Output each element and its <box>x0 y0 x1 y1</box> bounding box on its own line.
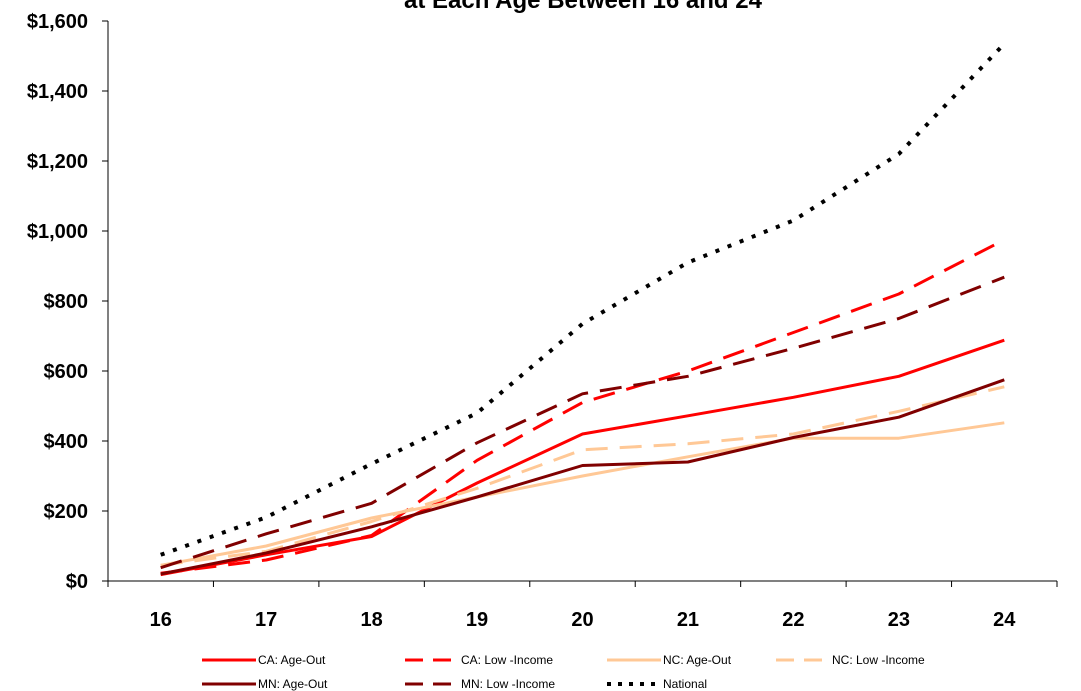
y-tick-label: $600 <box>44 361 89 383</box>
legend-item: CA: Low -Income <box>405 653 553 667</box>
series-line-national <box>160 42 1006 557</box>
y-tick-label: $1,400 <box>27 81 88 103</box>
legend-label: National <box>663 677 707 691</box>
legend-label: NC: Low -Income <box>832 653 925 667</box>
y-tick-label: $1,000 <box>27 221 88 243</box>
x-tick-label: 17 <box>255 609 277 631</box>
x-tick-label: 18 <box>360 609 382 631</box>
y-tick-label: $1,200 <box>27 151 88 173</box>
legend-item: CA: Age-Out <box>202 653 326 667</box>
series-line-nc-low-income <box>160 385 1005 567</box>
legend-label: MN: Age-Out <box>258 677 328 691</box>
x-tick-label: 24 <box>993 609 1016 631</box>
y-tick-label: $0 <box>66 571 88 593</box>
x-tick-label: 21 <box>677 609 699 631</box>
y-tick-label: $200 <box>44 501 89 523</box>
series-line-ca-age-out <box>160 338 1005 577</box>
legend-item: National <box>607 677 707 691</box>
series-line-mn-age-out <box>160 378 1005 576</box>
legend-item: MN: Low -Income <box>405 677 555 691</box>
series-line-nc-age-out <box>160 421 1005 567</box>
series-line-mn-low-income <box>160 275 1005 570</box>
legend-item: MN: Age-Out <box>202 677 328 691</box>
x-tick-label: 20 <box>571 609 593 631</box>
legend-item: NC: Age-Out <box>607 653 732 667</box>
chart-title: at Each Age Between 16 and 24 <box>404 0 763 14</box>
series-line-ca-low-income <box>160 238 1005 575</box>
x-tick-label: 19 <box>466 609 488 631</box>
legend-label: MN: Low -Income <box>461 677 555 691</box>
y-tick-label: $1,600 <box>27 11 88 33</box>
x-tick-label: 16 <box>150 609 172 631</box>
chart-legend: CA: Age-Out CA: Low -Income NC: Age-Out NC:… <box>202 653 925 691</box>
y-tick-label: $800 <box>44 291 89 313</box>
y-tick-label: $400 <box>44 431 89 453</box>
legend-label: CA: Low -Income <box>461 653 553 667</box>
legend-label: NC: Age-Out <box>663 653 732 667</box>
legend-item: NC: Low -Income <box>776 653 925 667</box>
series-lines <box>160 42 1006 577</box>
x-tick-label: 23 <box>888 609 910 631</box>
legend-label: CA: Age-Out <box>258 653 326 667</box>
x-tick-label: 22 <box>782 609 804 631</box>
chart-axes: $0 $200 $400 $600 $800 $1,000 $1,200 $1,400 $1,6… <box>27 11 1058 631</box>
